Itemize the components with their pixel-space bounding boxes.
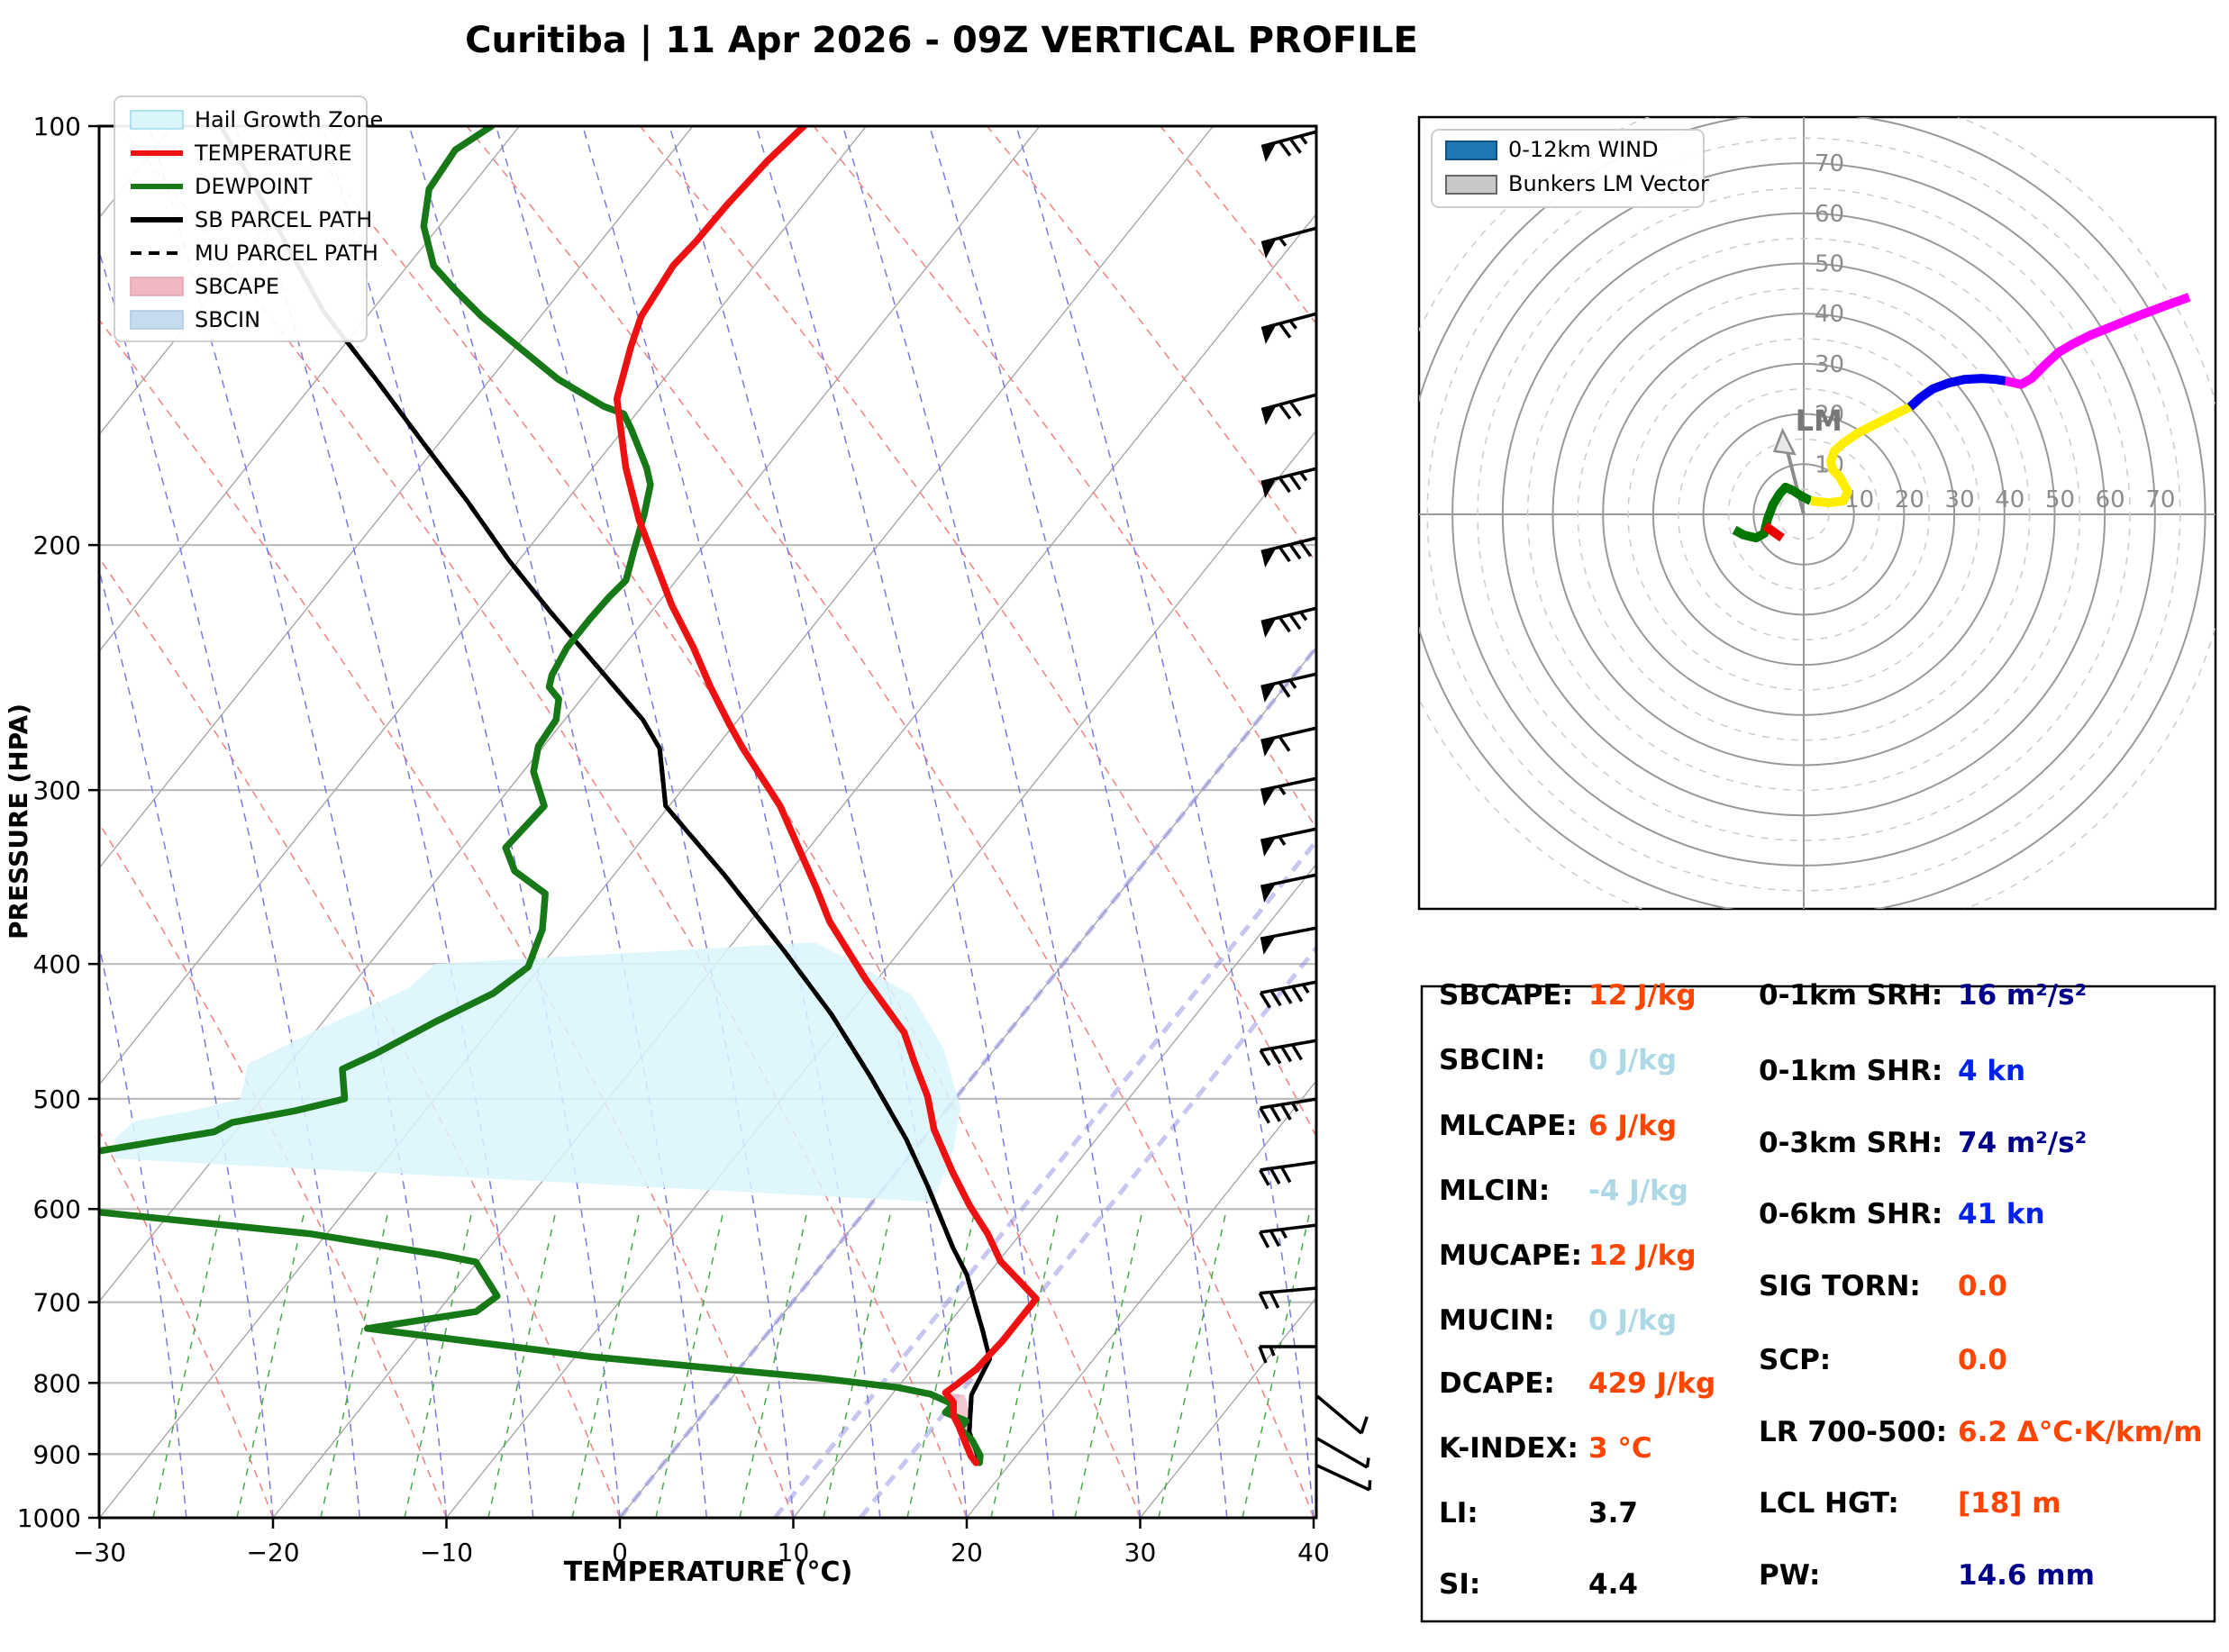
temperature-tick-label: −30 — [73, 1538, 126, 1567]
wind-barb — [1317, 1384, 1372, 1433]
stat-label: SCP: — [1759, 1344, 1831, 1376]
hod-legend-label: 0-12km WIND — [1508, 137, 1659, 162]
pressure-tick-label: 800 — [33, 1368, 81, 1398]
stat-value: 74 m²/s² — [1958, 1127, 2087, 1159]
pressure-tick-label: 400 — [33, 949, 81, 979]
temperature-tick-label: 30 — [1124, 1538, 1157, 1567]
legend-label: SB PARCEL PATH — [195, 207, 372, 232]
stat-value: 14.6 mm — [1958, 1559, 2095, 1592]
stat-value: 6 J/kg — [1588, 1110, 1677, 1142]
ring-label-y: 70 — [1815, 150, 1844, 177]
stat-label: LI: — [1439, 1497, 1478, 1529]
ring-label-x: 20 — [1895, 486, 1924, 513]
stat-value: 3.7 — [1588, 1497, 1638, 1529]
stat-label: 0-3km SRH: — [1759, 1127, 1942, 1159]
legend-label: SBCAPE — [195, 274, 279, 299]
ring-label-x: 60 — [2096, 486, 2125, 513]
stat-label: 0-1km SHR: — [1759, 1055, 1942, 1087]
legend-swatch-6 — [131, 311, 183, 329]
stat-value: 4 kn — [1958, 1055, 2025, 1087]
stat-label: DCAPE: — [1439, 1367, 1555, 1400]
stat-label: LR 700-500: — [1759, 1416, 1947, 1448]
page-title: Curitiba | 11 Apr 2026 - 09Z VERTICAL PR… — [465, 20, 1418, 62]
legend-label: SBCIN — [195, 307, 260, 332]
legend-label: MU PARCEL PATH — [195, 241, 378, 266]
pressure-tick-label: 700 — [33, 1288, 81, 1318]
hod-legend-swatch-0 — [1446, 141, 1497, 159]
stat-value: -4 J/kg — [1588, 1175, 1688, 1207]
stats-panel: SBCAPE: 12 J/kg SBCIN: 0 J/kg MLCAPE: 6 J/kg M… — [1422, 979, 2215, 1621]
stat-label: PW: — [1759, 1559, 1820, 1592]
ring-label-x: 70 — [2145, 486, 2175, 513]
stat-label: SBCAPE: — [1439, 979, 1573, 1012]
stat-value: 12 J/kg — [1588, 1239, 1697, 1272]
stat-value: 0.0 — [1958, 1270, 2007, 1303]
stat-value: 0.0 — [1958, 1344, 2007, 1376]
legend-label: Hail Growth Zone — [195, 107, 383, 132]
stat-label: LCL HGT: — [1759, 1487, 1899, 1520]
lm-label: LM — [1796, 404, 1842, 438]
stat-label: SI: — [1439, 1568, 1480, 1601]
ring-label-y: 30 — [1815, 351, 1844, 378]
stat-label: MLCIN: — [1439, 1175, 1550, 1207]
stat-label: SIG TORN: — [1759, 1270, 1921, 1303]
stat-value: 0 J/kg — [1588, 1044, 1677, 1076]
pressure-tick-label: 600 — [33, 1194, 81, 1224]
temperature-tick-label: −10 — [420, 1538, 473, 1567]
stat-label: MLCAPE: — [1439, 1110, 1578, 1142]
legend-label: TEMPERATURE — [194, 141, 352, 166]
wind-barb — [1317, 1430, 1371, 1467]
pressure-tick-label: 900 — [33, 1439, 81, 1469]
ring-label-y: 60 — [1815, 201, 1844, 228]
legend-label: DEWPOINT — [195, 174, 313, 199]
legend-swatch-0 — [131, 111, 183, 129]
temperature-tick-label: −20 — [246, 1538, 299, 1567]
stat-value: 4.4 — [1588, 1568, 1638, 1601]
stat-label: SBCIN: — [1439, 1044, 1546, 1076]
pressure-tick-label: 500 — [33, 1085, 81, 1114]
ring-label-x: 30 — [1945, 486, 1975, 513]
stat-value: 41 kn — [1958, 1198, 2045, 1230]
stat-value: 0 J/kg — [1588, 1304, 1677, 1337]
wind-barb — [1317, 1457, 1373, 1490]
pressure-tick-label: 1000 — [17, 1503, 81, 1533]
stat-value: 3 °C — [1588, 1432, 1652, 1465]
stat-value: 429 J/kg — [1588, 1367, 1715, 1400]
skewt-legend: Hail Growth Zone TEMPERATURE DEWPOINT SB PA… — [114, 96, 383, 341]
pressure-tick-label: 100 — [33, 112, 81, 141]
hodograph-legend: 0-12km WIND Bunkers LM Vector — [1432, 130, 1709, 207]
stat-value: 12 J/kg — [1588, 979, 1697, 1012]
ring-label-y: 50 — [1815, 251, 1844, 278]
ring-label-y: 40 — [1815, 301, 1844, 328]
stat-label: 0-1km SRH: — [1759, 979, 1942, 1012]
pressure-tick-label: 200 — [33, 531, 81, 560]
ring-label-x: 40 — [1995, 486, 2024, 513]
stat-value: 16 m²/s² — [1958, 979, 2087, 1012]
stat-label: MUCIN: — [1439, 1304, 1555, 1337]
stat-label: 0-6km SHR: — [1759, 1198, 1942, 1230]
stat-label: MUCAPE: — [1439, 1239, 1582, 1272]
stat-label: K-INDEX: — [1439, 1432, 1578, 1465]
legend-swatch-5 — [131, 277, 183, 295]
pressure-tick-label: 300 — [33, 776, 81, 805]
skewt-xlabel: TEMPERATURE (°C) — [564, 1557, 853, 1588]
stat-value: [18] m — [1958, 1487, 2061, 1520]
stat-value: 6.2 Δ°C·K/km/m — [1958, 1416, 2203, 1448]
skewt-ylabel: PRESSURE (HPA) — [4, 703, 33, 939]
temperature-tick-label: 20 — [951, 1538, 983, 1567]
temperature-tick-label: 40 — [1297, 1538, 1330, 1567]
hod-legend-swatch-1 — [1446, 176, 1497, 194]
hod-legend-label: Bunkers LM Vector — [1508, 171, 1709, 196]
ring-label-x: 50 — [2045, 486, 2075, 513]
